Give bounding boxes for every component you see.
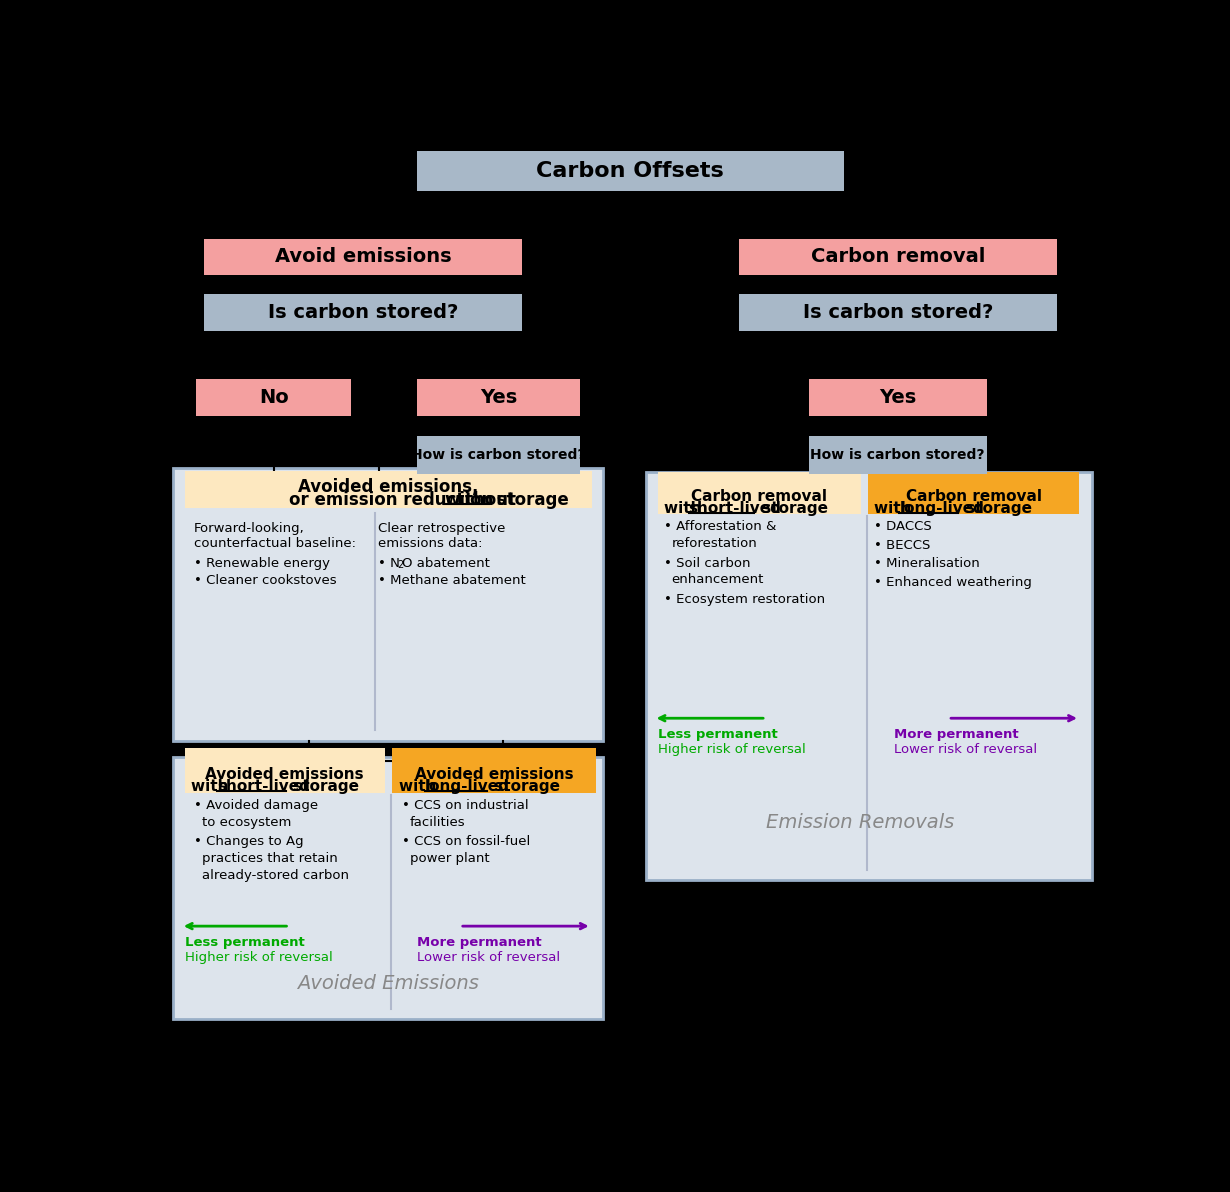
FancyBboxPatch shape (184, 471, 592, 508)
Text: storage: storage (491, 491, 568, 509)
Text: Avoided Emissions: Avoided Emissions (296, 974, 478, 993)
Text: long-lived: long-lived (426, 780, 510, 794)
FancyBboxPatch shape (808, 379, 986, 416)
Text: Less permanent: Less permanent (184, 936, 305, 949)
Text: short-lived: short-lived (689, 502, 781, 516)
Text: • Afforestation &: • Afforestation & (664, 521, 776, 533)
Text: • CCS on industrial: • CCS on industrial (402, 799, 529, 812)
Text: emissions data:: emissions data: (379, 536, 483, 550)
Text: • Ecosystem restoration: • Ecosystem restoration (664, 592, 825, 606)
Text: • DACCS: • DACCS (875, 521, 932, 533)
Text: already-stored carbon: already-stored carbon (202, 869, 349, 882)
FancyBboxPatch shape (646, 472, 1091, 880)
Text: Higher risk of reversal: Higher risk of reversal (184, 951, 332, 964)
FancyBboxPatch shape (184, 749, 385, 793)
Text: Forward-looking,: Forward-looking, (194, 522, 305, 535)
Text: short-lived: short-lived (218, 780, 310, 794)
Text: enhancement: enhancement (672, 573, 764, 586)
Text: facilities: facilities (410, 817, 465, 828)
Text: Yes: Yes (480, 387, 518, 406)
Text: storage: storage (490, 780, 561, 794)
Text: long-lived: long-lived (899, 502, 984, 516)
Text: • BECCS: • BECCS (875, 539, 931, 552)
Text: counterfactual baseline:: counterfactual baseline: (194, 536, 355, 550)
Text: • Methane abatement: • Methane abatement (379, 575, 526, 588)
Text: with: with (875, 502, 918, 516)
Text: • Cleaner cookstoves: • Cleaner cookstoves (194, 575, 337, 588)
Text: storage: storage (756, 502, 828, 516)
Text: Carbon removal: Carbon removal (905, 489, 1042, 504)
Text: practices that retain: practices that retain (202, 852, 337, 865)
Text: Avoided emissions,: Avoided emissions, (298, 478, 478, 496)
Text: How is carbon stored?: How is carbon stored? (811, 448, 985, 461)
Text: Emission Removals: Emission Removals (766, 813, 954, 832)
FancyBboxPatch shape (204, 294, 522, 331)
Text: More permanent: More permanent (417, 936, 542, 949)
Text: • Renewable energy: • Renewable energy (194, 557, 330, 570)
Text: without: without (444, 491, 517, 509)
Text: Is carbon stored?: Is carbon stored? (802, 303, 993, 322)
Text: How is carbon stored?: How is carbon stored? (411, 448, 585, 461)
Text: Less permanent: Less permanent (658, 728, 777, 741)
Text: with: with (664, 502, 706, 516)
Text: • Changes to Ag: • Changes to Ag (194, 836, 304, 849)
Text: • Enhanced weathering: • Enhanced weathering (875, 576, 1032, 589)
Text: • Mineralisation: • Mineralisation (875, 558, 980, 570)
Text: with: with (191, 780, 234, 794)
FancyBboxPatch shape (204, 238, 522, 275)
FancyBboxPatch shape (868, 472, 1079, 514)
FancyBboxPatch shape (173, 468, 603, 741)
FancyBboxPatch shape (658, 472, 861, 514)
Text: reforestation: reforestation (672, 538, 758, 551)
Text: Avoided emissions: Avoided emissions (205, 766, 364, 782)
Text: Lower risk of reversal: Lower risk of reversal (894, 743, 1037, 756)
Text: Carbon removal: Carbon removal (811, 248, 985, 267)
Text: O abatement: O abatement (402, 557, 490, 570)
FancyBboxPatch shape (739, 238, 1057, 275)
FancyBboxPatch shape (417, 435, 581, 474)
FancyBboxPatch shape (808, 435, 986, 474)
Text: No: No (260, 387, 289, 406)
FancyBboxPatch shape (392, 749, 595, 793)
Text: Yes: Yes (879, 387, 916, 406)
Text: Avoid emissions: Avoid emissions (274, 248, 451, 267)
FancyBboxPatch shape (173, 757, 603, 1018)
FancyBboxPatch shape (739, 294, 1057, 331)
FancyBboxPatch shape (417, 150, 844, 191)
Text: Avoided emissions: Avoided emissions (415, 766, 573, 782)
Text: • Avoided damage: • Avoided damage (194, 799, 319, 812)
Text: storage: storage (288, 780, 359, 794)
Text: Is carbon stored?: Is carbon stored? (268, 303, 459, 322)
Text: • N: • N (379, 557, 401, 570)
Text: with: with (399, 780, 442, 794)
Text: or emission reduction: or emission reduction (289, 491, 499, 509)
FancyBboxPatch shape (197, 379, 352, 416)
Text: Carbon Offsets: Carbon Offsets (536, 161, 724, 181)
Text: power plant: power plant (410, 852, 490, 865)
Text: Higher risk of reversal: Higher risk of reversal (658, 743, 806, 756)
Text: storage: storage (961, 502, 1032, 516)
Text: 2: 2 (397, 560, 403, 571)
Text: • CCS on fossil-fuel: • CCS on fossil-fuel (402, 836, 530, 849)
FancyBboxPatch shape (417, 379, 581, 416)
Text: Clear retrospective: Clear retrospective (379, 522, 506, 535)
Text: to ecosystem: to ecosystem (202, 817, 292, 828)
Text: Lower risk of reversal: Lower risk of reversal (417, 951, 561, 964)
Text: Carbon removal: Carbon removal (691, 489, 827, 504)
Text: More permanent: More permanent (894, 728, 1018, 741)
Text: • Soil carbon: • Soil carbon (664, 557, 750, 570)
